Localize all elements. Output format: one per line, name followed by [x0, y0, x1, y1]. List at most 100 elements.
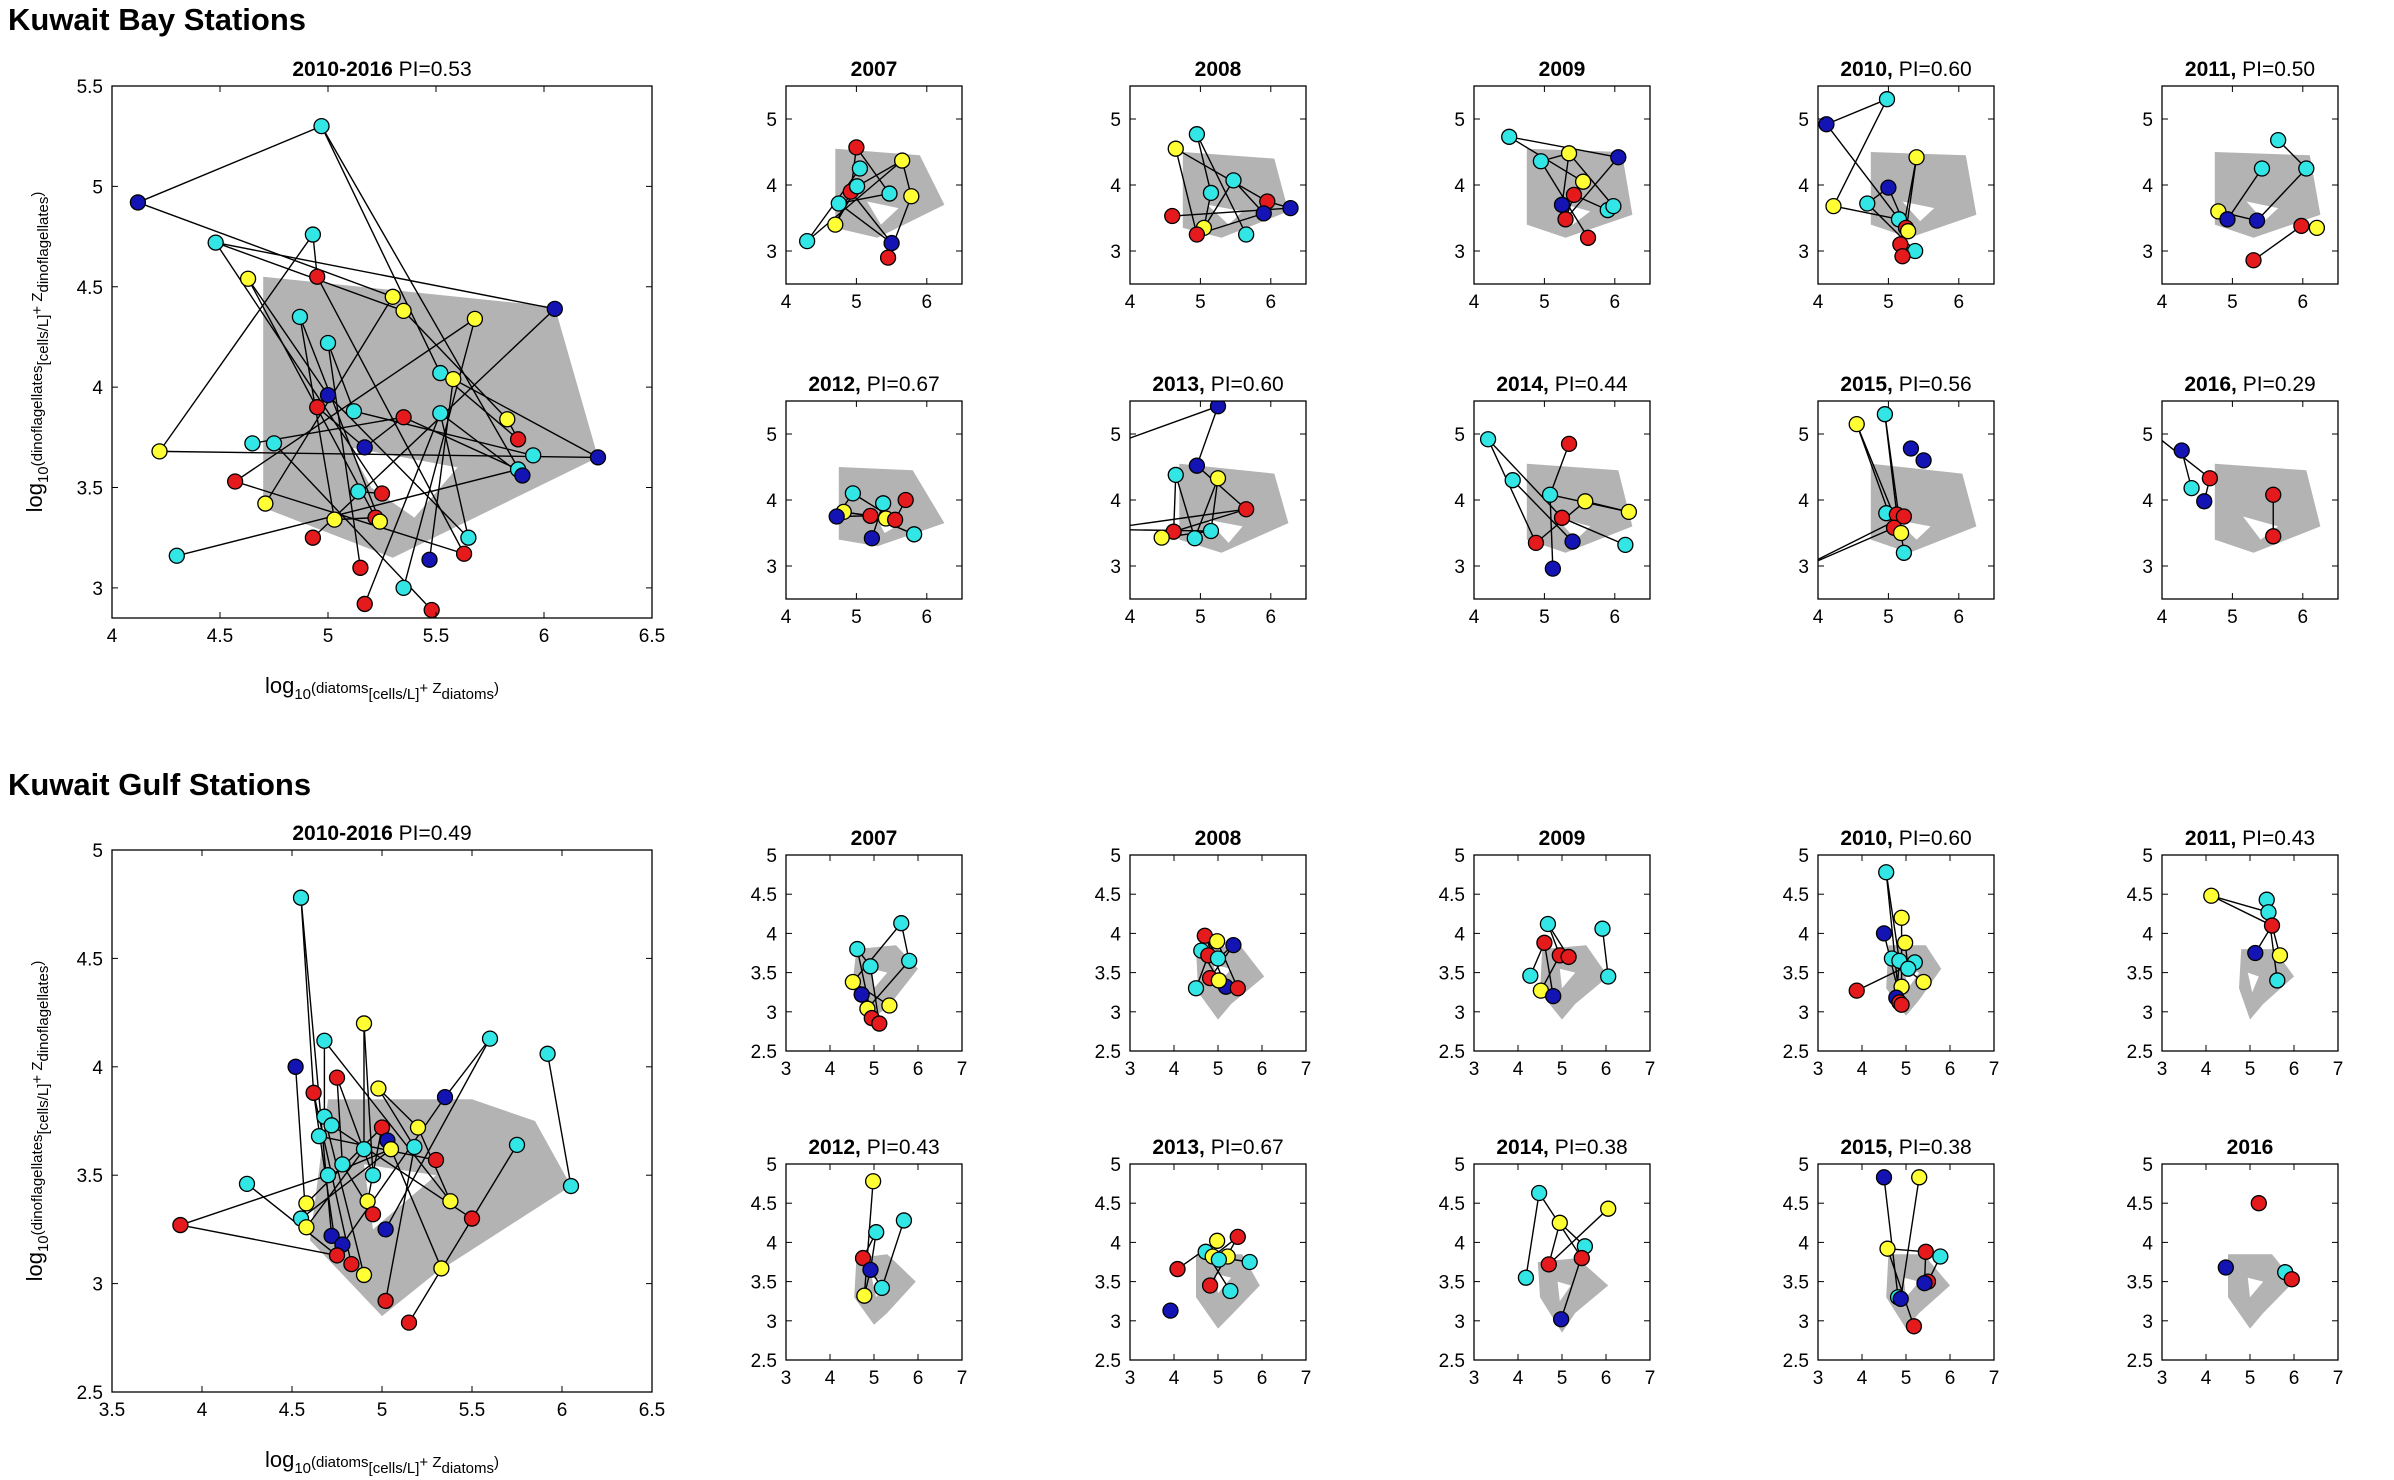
data-point-cyan — [2183, 479, 2200, 497]
connector-line — [1826, 98, 1888, 125]
connector-line — [1883, 1177, 1899, 1298]
panel-title: 2016 — [2227, 1136, 2274, 1159]
y-tick-label: 3 — [1454, 1312, 1465, 1333]
plot-content — [1162, 1228, 1260, 1329]
data-point-red — [854, 1249, 872, 1267]
plot-content — [1517, 1184, 1617, 1333]
x-tick-label: 3 — [1813, 1059, 1824, 1080]
x-tick-label: 7 — [2333, 1368, 2344, 1389]
connector-line — [180, 1224, 338, 1257]
data-point-cyan — [406, 1138, 423, 1156]
y-tick-label: 4 — [1110, 491, 1121, 512]
data-point-cyan — [2298, 160, 2315, 177]
x-label-sub: 10 — [294, 686, 311, 703]
data-point-yellow — [827, 216, 844, 233]
data-point-blue — [1818, 116, 1835, 133]
y-tick-label: 4 — [92, 378, 103, 399]
data-point-cyan — [1222, 1282, 1239, 1300]
data-point-cyan — [1594, 920, 1611, 937]
x-tick-label: 6 — [1945, 1059, 1956, 1080]
data-point-red — [879, 249, 897, 266]
connector-line — [439, 413, 470, 538]
data-point-red — [373, 485, 391, 502]
y-label-sub: 10 — [35, 1235, 52, 1252]
y-tick-label: 5 — [1798, 110, 1809, 131]
connector-line — [866, 960, 910, 1010]
y-tick-label: 3 — [1798, 557, 1809, 578]
data-point-cyan — [1210, 1251, 1228, 1268]
connector-line — [176, 468, 519, 557]
y-tick-label: 5 — [1110, 425, 1121, 446]
y-tick-label: 2.5 — [1783, 1042, 1809, 1063]
envelope-area — [838, 467, 945, 547]
y-tick-label: 4 — [1110, 1233, 1121, 1254]
x-tick-label: 4 — [107, 626, 118, 647]
data-point-red — [1527, 534, 1545, 552]
y-tick-label: 4.5 — [1095, 885, 1121, 906]
y-tick-label: 4 — [766, 176, 777, 197]
panel-bay-all: 4 4.5 5 5.5 6 6.5 3 3.5 4 4.5 5 5.5 2010-2016 PI=0.5… — [22, 58, 665, 703]
data-point-red — [2293, 217, 2310, 235]
panel-title-rest: PI=0.38 — [1549, 1136, 1628, 1159]
panel-title-bold: 2015, — [1840, 373, 1893, 396]
section-title-bay: Kuwait Bay Stations — [8, 2, 306, 37]
y-tick-label: 3 — [1798, 1312, 1809, 1333]
x-tick-label: 3 — [1469, 1368, 1480, 1389]
connector-line — [234, 480, 465, 555]
y-label-sub: dinoflagellates — [35, 197, 52, 293]
y-tick-label: 5 — [1110, 846, 1121, 867]
x-label-sub: [cells/L] — [369, 686, 420, 703]
x-tick-label: 6 — [1257, 1059, 1268, 1080]
data-point-cyan — [238, 1175, 256, 1193]
data-point-blue — [2219, 211, 2236, 228]
data-point-cyan — [1167, 466, 1184, 484]
panel-title-rest: PI=0.56 — [1893, 373, 1972, 396]
x-tick-label: 3 — [781, 1059, 792, 1080]
connector-line — [403, 310, 508, 420]
data-point-cyan — [893, 915, 910, 932]
data-point-blue — [589, 449, 607, 466]
x-tick-label: 4.5 — [279, 1400, 305, 1421]
x-tick-label: 5 — [1195, 607, 1206, 628]
x-tick-label: 6 — [557, 1400, 568, 1421]
data-point-cyan — [395, 579, 412, 597]
data-point-cyan — [460, 529, 477, 546]
data-point-red — [1560, 435, 1578, 453]
data-point-cyan — [1479, 431, 1497, 448]
data-point-red — [2265, 486, 2282, 503]
data-point-cyan — [168, 547, 185, 564]
y-tick-label: 2.5 — [77, 1383, 103, 1404]
panel-title: 2012, PI=0.67 — [808, 373, 939, 396]
x-tick-label: 5 — [2245, 1368, 2256, 1389]
connector-line — [305, 1148, 365, 1228]
panel-title-bold: 2007 — [851, 58, 898, 81]
y-tick-label: 2.5 — [1095, 1351, 1121, 1372]
y-tick-label: 4.5 — [1783, 1194, 1809, 1215]
x-label-sub: diatoms — [442, 1460, 495, 1477]
data-point-cyan — [1202, 522, 1220, 540]
plot-content — [844, 915, 918, 1032]
connector-line — [855, 146, 891, 194]
data-point-yellow — [382, 1141, 400, 1158]
connector-line — [158, 234, 314, 452]
connector-line — [1568, 152, 1614, 207]
connector-line — [1525, 1192, 1540, 1278]
data-point-red — [1188, 226, 1206, 243]
data-point-cyan — [875, 495, 892, 512]
y-tick-label: 3 — [1110, 242, 1121, 263]
data-point-cyan — [849, 940, 866, 958]
x-tick-label: 5 — [869, 1059, 880, 1080]
data-point-blue — [1902, 440, 1920, 457]
data-point-blue — [319, 387, 337, 404]
connector-line — [1832, 98, 1888, 207]
data-point-cyan — [1517, 1269, 1535, 1286]
panel-title-rest: PI=0.60 — [1893, 58, 1972, 81]
data-point-yellow — [903, 188, 920, 205]
y-label-sub: 10 — [35, 466, 52, 483]
panel-bay-2009: 4 5 6 3 4 5 2009 — [1454, 58, 1651, 313]
data-point-red — [427, 1151, 445, 1169]
data-point-cyan — [848, 178, 866, 195]
data-point-blue — [1610, 149, 1627, 166]
